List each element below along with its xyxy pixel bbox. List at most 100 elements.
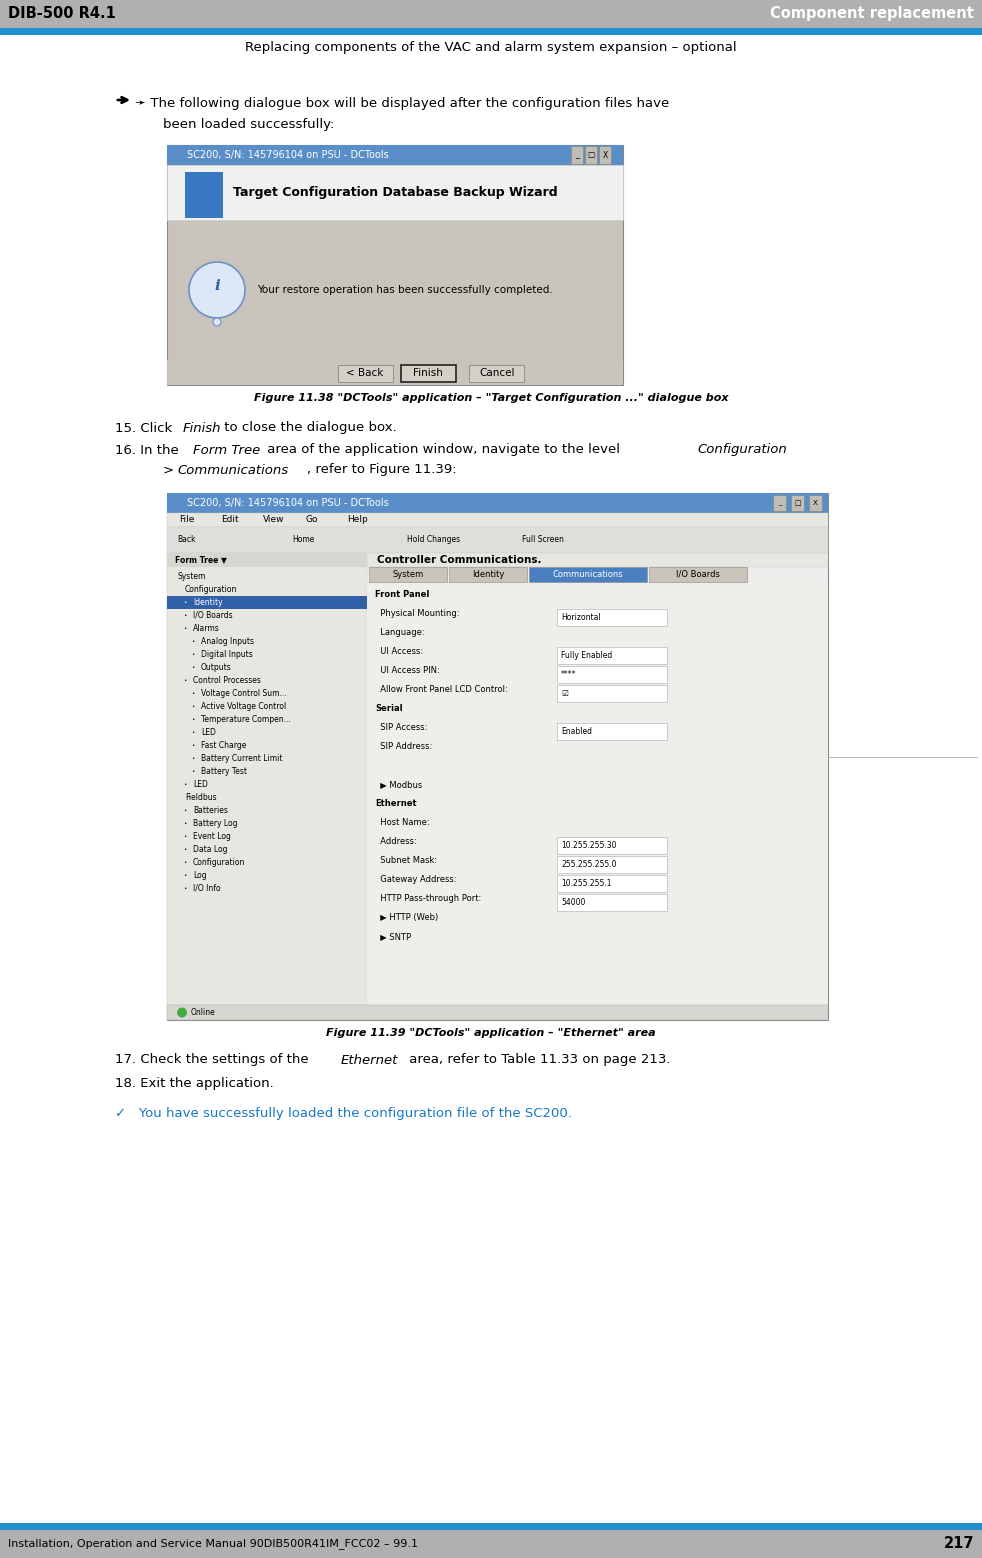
Text: been loaded successfully:: been loaded successfully: [163, 118, 335, 131]
Text: Configuration: Configuration [185, 584, 238, 594]
Text: 10.255.255.1: 10.255.255.1 [561, 879, 612, 888]
Text: I/O Boards: I/O Boards [676, 570, 720, 580]
Text: Form Tree ▼: Form Tree ▼ [175, 556, 227, 564]
Bar [557, 837, 667, 854]
Text: SIP Access:: SIP Access: [375, 723, 427, 732]
Text: File: File [179, 516, 194, 525]
Bar [571, 146, 583, 164]
Bar [791, 495, 804, 511]
Bar [167, 492, 828, 513]
Text: •: • [183, 600, 187, 605]
Text: Fully Enabled: Fully Enabled [561, 651, 612, 661]
Text: •: • [191, 639, 194, 643]
Bar [367, 553, 828, 567]
Text: Full Screen: Full Screen [522, 536, 564, 544]
Text: Log: Log [193, 871, 206, 880]
Bar [167, 360, 623, 385]
Circle shape [189, 262, 245, 318]
Text: Front Panel: Front Panel [375, 590, 429, 598]
Text: 15. Click: 15. Click [115, 422, 177, 435]
Text: >: > [163, 463, 179, 477]
Text: System: System [177, 572, 205, 581]
Text: ☑: ☑ [561, 689, 568, 698]
Text: Data Log: Data Log [193, 844, 228, 854]
Text: _: _ [778, 500, 782, 506]
Text: Help: Help [347, 516, 367, 525]
Text: ▶ HTTP (Web): ▶ HTTP (Web) [375, 913, 438, 922]
Text: Hold Changes: Hold Changes [407, 536, 461, 544]
Bar [557, 723, 667, 740]
Text: Figure 11.39 "DCTools" application – "Ethernet" area: Figure 11.39 "DCTools" application – "Et… [326, 1028, 656, 1038]
Text: •: • [183, 809, 187, 813]
Text: Analog Inputs: Analog Inputs [201, 637, 254, 647]
Text: Edit: Edit [221, 516, 239, 525]
Text: Installation, Operation and Service Manual 90DIB500R41IM_FCC02 – 99.1: Installation, Operation and Service Manu… [8, 1539, 418, 1550]
Text: area of the application window, navigate to the level: area of the application window, navigate… [263, 444, 625, 456]
Bar [599, 146, 611, 164]
Bar [529, 567, 647, 583]
Text: HTTP Pass-through Port:: HTTP Pass-through Port: [375, 894, 481, 904]
Bar [809, 495, 822, 511]
Bar [557, 665, 667, 682]
Text: Digital Inputs: Digital Inputs [201, 650, 252, 659]
Text: Finish: Finish [413, 369, 443, 379]
Text: Back: Back [177, 536, 195, 544]
Text: Gateway Address:: Gateway Address: [375, 876, 457, 883]
Text: System: System [393, 570, 423, 580]
Text: Active Voltage Control: Active Voltage Control [201, 703, 286, 710]
Text: UI Access PIN:: UI Access PIN: [375, 665, 440, 675]
Bar [167, 597, 367, 609]
Text: ✓   You have successfully loaded the configuration file of the SC200.: ✓ You have successfully loaded the confi… [115, 1106, 572, 1120]
Bar [167, 145, 623, 385]
Text: Fast Charge: Fast Charge [201, 742, 246, 749]
Text: Communications: Communications [177, 463, 288, 477]
Bar [167, 1005, 828, 1020]
Bar [367, 583, 828, 1005]
Text: Online: Online [191, 1008, 216, 1017]
Text: Host Name:: Host Name: [375, 818, 429, 827]
Bar [469, 365, 524, 382]
Text: SC200, S/N: 145796104 on PSU - DCTools: SC200, S/N: 145796104 on PSU - DCTools [187, 499, 389, 508]
Bar [167, 492, 828, 1020]
Text: 16. In the: 16. In the [115, 444, 183, 456]
Text: SC200, S/N: 145796104 on PSU - DCTools: SC200, S/N: 145796104 on PSU - DCTools [187, 150, 389, 160]
Bar [338, 365, 393, 382]
Text: Outputs: Outputs [201, 664, 232, 671]
Bar [0, 0, 982, 28]
Bar [167, 553, 367, 567]
Text: Battery Log: Battery Log [193, 820, 238, 827]
Text: DIB-500 R4.1: DIB-500 R4.1 [8, 6, 116, 22]
Text: I/O Info: I/O Info [193, 883, 221, 893]
Text: _: _ [575, 151, 579, 159]
Text: Home: Home [292, 536, 314, 544]
Text: ▶ SNTP: ▶ SNTP [375, 932, 411, 941]
Text: 217: 217 [944, 1536, 974, 1552]
Text: •: • [183, 834, 187, 840]
Text: •: • [191, 704, 194, 709]
Text: •: • [191, 756, 194, 760]
Text: to close the dialogue box.: to close the dialogue box. [220, 422, 397, 435]
Text: 17. Check the settings of the: 17. Check the settings of the [115, 1053, 313, 1067]
Bar [557, 876, 667, 893]
Text: 10.255.255.30: 10.255.255.30 [561, 841, 617, 851]
Text: •: • [183, 782, 187, 787]
Bar [167, 145, 623, 165]
Circle shape [213, 318, 221, 326]
Bar [0, 1524, 982, 1530]
Text: , refer to Figure 11.39:: , refer to Figure 11.39: [307, 463, 457, 477]
Text: Language:: Language: [375, 628, 424, 637]
Text: SIP Address:: SIP Address: [375, 742, 432, 751]
Text: Physical Mounting:: Physical Mounting: [375, 609, 460, 619]
Text: < Back: < Back [347, 369, 384, 379]
Text: Replacing components of the VAC and alarm system expansion – optional: Replacing components of the VAC and alar… [246, 41, 736, 53]
Text: Finish: Finish [183, 422, 222, 435]
Bar [773, 495, 786, 511]
Text: LED: LED [193, 781, 208, 788]
Text: Configuration: Configuration [193, 858, 246, 866]
Bar [0, 28, 982, 34]
Text: •: • [183, 860, 187, 865]
Bar [557, 686, 667, 703]
Text: Voltage Control Sum...: Voltage Control Sum... [201, 689, 287, 698]
Text: Battery Test: Battery Test [201, 767, 247, 776]
Text: Battery Current Limit: Battery Current Limit [201, 754, 283, 763]
